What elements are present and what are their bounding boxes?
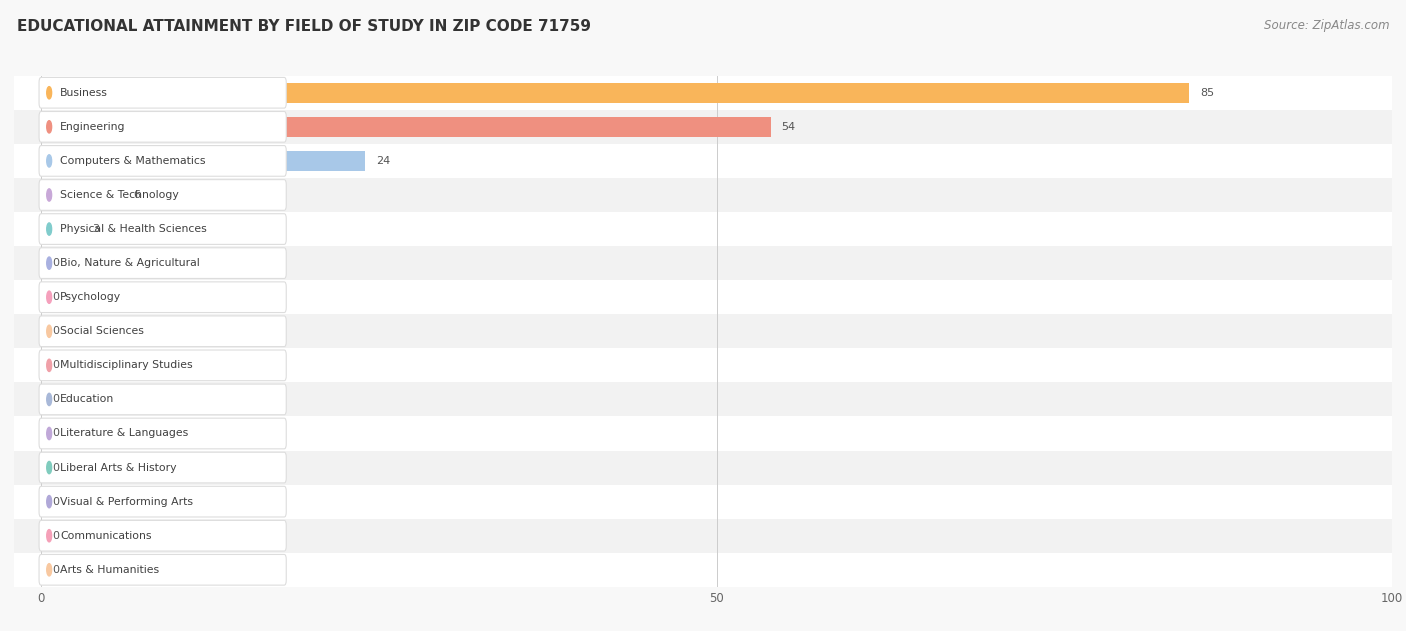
Bar bbox=[14, 76, 1392, 110]
Text: 0: 0 bbox=[52, 292, 59, 302]
FancyBboxPatch shape bbox=[39, 282, 287, 312]
FancyBboxPatch shape bbox=[39, 214, 287, 244]
Text: 0: 0 bbox=[52, 428, 59, 439]
Text: Education: Education bbox=[60, 394, 114, 404]
Circle shape bbox=[46, 257, 52, 269]
Circle shape bbox=[46, 495, 52, 508]
Bar bbox=[14, 178, 1392, 212]
Text: 6: 6 bbox=[134, 190, 141, 200]
Circle shape bbox=[46, 189, 52, 201]
Text: Psychology: Psychology bbox=[60, 292, 121, 302]
Bar bbox=[41, 151, 366, 171]
Bar bbox=[14, 451, 1392, 485]
FancyBboxPatch shape bbox=[39, 146, 287, 176]
Text: 0: 0 bbox=[52, 258, 59, 268]
Text: Computers & Mathematics: Computers & Mathematics bbox=[60, 156, 205, 166]
Circle shape bbox=[46, 155, 52, 167]
Text: Multidisciplinary Studies: Multidisciplinary Studies bbox=[60, 360, 193, 370]
Text: Communications: Communications bbox=[60, 531, 152, 541]
Bar bbox=[14, 212, 1392, 246]
Bar bbox=[41, 83, 1189, 103]
Circle shape bbox=[46, 427, 52, 440]
Bar bbox=[14, 553, 1392, 587]
Text: 54: 54 bbox=[782, 122, 796, 132]
FancyBboxPatch shape bbox=[39, 248, 287, 278]
Text: 0: 0 bbox=[52, 565, 59, 575]
Circle shape bbox=[46, 359, 52, 372]
Text: 0: 0 bbox=[52, 463, 59, 473]
FancyBboxPatch shape bbox=[39, 521, 287, 551]
Text: 0: 0 bbox=[52, 326, 59, 336]
Bar bbox=[41, 185, 122, 205]
Circle shape bbox=[46, 325, 52, 338]
Text: Science & Technology: Science & Technology bbox=[60, 190, 179, 200]
Bar bbox=[14, 519, 1392, 553]
Text: Engineering: Engineering bbox=[60, 122, 125, 132]
Text: Liberal Arts & History: Liberal Arts & History bbox=[60, 463, 177, 473]
FancyBboxPatch shape bbox=[39, 316, 287, 346]
Circle shape bbox=[46, 461, 52, 474]
Text: Literature & Languages: Literature & Languages bbox=[60, 428, 188, 439]
Text: 0: 0 bbox=[52, 394, 59, 404]
Text: EDUCATIONAL ATTAINMENT BY FIELD OF STUDY IN ZIP CODE 71759: EDUCATIONAL ATTAINMENT BY FIELD OF STUDY… bbox=[17, 19, 591, 34]
Bar bbox=[14, 348, 1392, 382]
Text: Bio, Nature & Agricultural: Bio, Nature & Agricultural bbox=[60, 258, 200, 268]
FancyBboxPatch shape bbox=[39, 384, 287, 415]
FancyBboxPatch shape bbox=[39, 452, 287, 483]
Circle shape bbox=[46, 121, 52, 133]
Bar bbox=[14, 485, 1392, 519]
Text: Business: Business bbox=[60, 88, 108, 98]
Bar bbox=[14, 280, 1392, 314]
Text: 24: 24 bbox=[375, 156, 391, 166]
FancyBboxPatch shape bbox=[39, 350, 287, 380]
Bar bbox=[41, 117, 770, 137]
FancyBboxPatch shape bbox=[39, 112, 287, 142]
Text: Arts & Humanities: Arts & Humanities bbox=[60, 565, 159, 575]
Circle shape bbox=[46, 86, 52, 99]
Text: Social Sciences: Social Sciences bbox=[60, 326, 143, 336]
Text: 0: 0 bbox=[52, 531, 59, 541]
Bar bbox=[41, 219, 82, 239]
Circle shape bbox=[46, 393, 52, 406]
Bar bbox=[14, 144, 1392, 178]
Text: 0: 0 bbox=[52, 497, 59, 507]
Text: Physical & Health Sciences: Physical & Health Sciences bbox=[60, 224, 207, 234]
Text: Visual & Performing Arts: Visual & Performing Arts bbox=[60, 497, 193, 507]
Circle shape bbox=[46, 563, 52, 576]
Text: Source: ZipAtlas.com: Source: ZipAtlas.com bbox=[1264, 19, 1389, 32]
Bar bbox=[14, 416, 1392, 451]
Bar bbox=[14, 110, 1392, 144]
Text: 3: 3 bbox=[93, 224, 100, 234]
Text: 0: 0 bbox=[52, 360, 59, 370]
Circle shape bbox=[46, 223, 52, 235]
FancyBboxPatch shape bbox=[39, 555, 287, 585]
Circle shape bbox=[46, 291, 52, 304]
FancyBboxPatch shape bbox=[39, 78, 287, 108]
FancyBboxPatch shape bbox=[39, 418, 287, 449]
Text: 85: 85 bbox=[1201, 88, 1215, 98]
Circle shape bbox=[46, 529, 52, 542]
FancyBboxPatch shape bbox=[39, 180, 287, 210]
Bar bbox=[14, 382, 1392, 416]
Bar bbox=[14, 314, 1392, 348]
Bar bbox=[14, 246, 1392, 280]
FancyBboxPatch shape bbox=[39, 487, 287, 517]
